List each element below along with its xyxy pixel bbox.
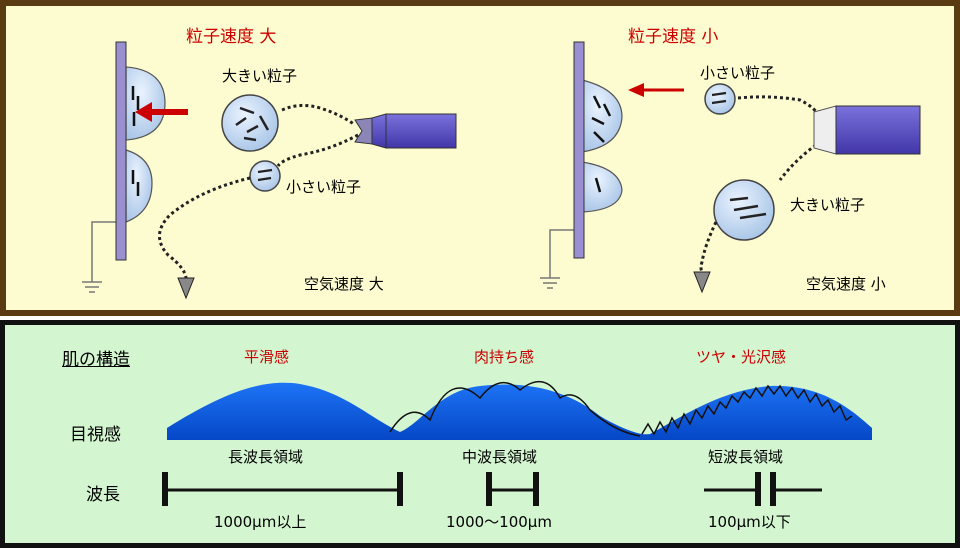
small-particle: [704, 83, 736, 115]
right-spray-setup: [540, 41, 921, 294]
deposited-particle-flat: [125, 66, 166, 141]
skin-structure-heading: 肌の構造: [62, 350, 130, 370]
spray-nozzle: [835, 105, 921, 155]
left-air-speed-label: 空気速度 大: [304, 275, 384, 293]
small-particle: [249, 160, 281, 192]
short-roughness: [641, 384, 853, 436]
mid-wave-region-label: 中波長領域: [462, 448, 538, 466]
visual-row-label: 目視感: [70, 425, 121, 445]
gloss-label: ツヤ・光沢感: [696, 348, 787, 366]
target-plate: [573, 41, 585, 259]
left-large-particle-label: 大きい粒子: [222, 67, 298, 85]
body-feel-label: 肉持ち感: [474, 348, 535, 366]
right-air-speed-label: 空気速度 小: [806, 275, 886, 293]
left-spray-setup: [82, 41, 457, 300]
deposited-particle-round: [581, 79, 623, 153]
target-plate: [115, 41, 127, 261]
left-title: 粒子速度 大: [186, 27, 277, 47]
right-title: 粒子速度 小: [628, 27, 719, 47]
smoothness-label: 平滑感: [244, 348, 290, 366]
large-particle: [221, 94, 279, 152]
wavelength-row-label: 波長: [86, 485, 120, 505]
short-wave-range: 100μm以下: [708, 513, 791, 531]
skin-wave: [167, 382, 872, 440]
large-particle: [713, 179, 775, 241]
mid-roughness: [389, 381, 641, 437]
right-large-particle-label: 大きい粒子: [790, 196, 866, 214]
wavelength-bars: [162, 472, 822, 506]
long-wave-range: 1000μm以上: [214, 513, 307, 531]
deposited-particle: [581, 161, 623, 213]
spray-nozzle: [385, 113, 457, 149]
short-wave-region-label: 短波長領域: [708, 448, 784, 466]
nozzle-tip: [354, 117, 373, 145]
long-wave-region-label: 長波長領域: [228, 448, 304, 466]
mid-wave-range: 1000〜100μm: [446, 513, 552, 531]
left-small-particle-label: 小さい粒子: [286, 178, 362, 196]
right-small-particle-label: 小さい粒子: [700, 64, 776, 82]
